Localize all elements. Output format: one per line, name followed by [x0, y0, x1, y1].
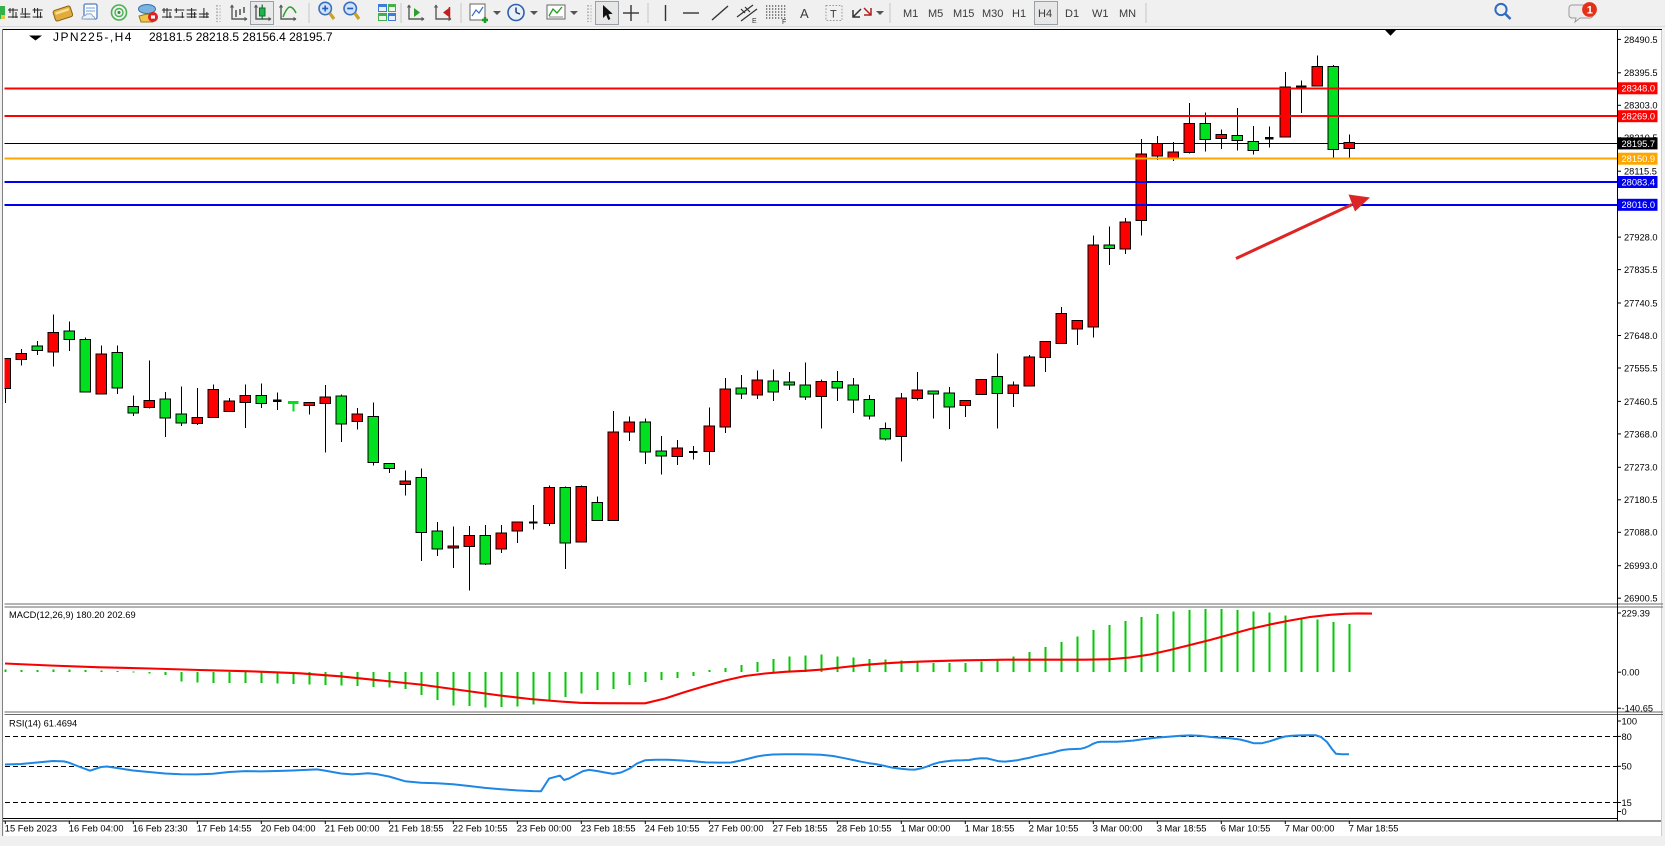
svg-text:27088.0: 27088.0 — [1624, 528, 1658, 538]
svg-text:27648.0: 27648.0 — [1624, 331, 1658, 341]
svg-text:28115.5: 28115.5 — [1624, 167, 1657, 177]
svg-text:0.00: 0.00 — [1622, 668, 1640, 678]
svg-text:H4: H4 — [1038, 8, 1052, 20]
svg-text:E: E — [752, 18, 757, 25]
svg-text:26993.0: 26993.0 — [1624, 561, 1658, 571]
svg-text:23 Feb 18:55: 23 Feb 18:55 — [581, 824, 636, 834]
svg-text:28150.9: 28150.9 — [1622, 154, 1656, 164]
svg-text:27 Feb 00:00: 27 Feb 00:00 — [709, 824, 764, 834]
svg-text:3 Mar 00:00: 3 Mar 00:00 — [1093, 824, 1143, 834]
svg-text:28490.5: 28490.5 — [1624, 35, 1658, 45]
svg-text:28269.0: 28269.0 — [1622, 112, 1656, 122]
svg-text:-140.65: -140.65 — [1622, 704, 1654, 714]
svg-text:6 Mar 10:55: 6 Mar 10:55 — [1221, 824, 1271, 834]
svg-text:F: F — [782, 19, 786, 26]
svg-text:17 Feb 14:55: 17 Feb 14:55 — [197, 824, 252, 834]
svg-text:T: T — [830, 9, 837, 21]
svg-text:27928.0: 27928.0 — [1624, 233, 1658, 243]
svg-text:23 Feb 00:00: 23 Feb 00:00 — [517, 824, 572, 834]
svg-text:M30: M30 — [982, 8, 1003, 20]
svg-text:3 Mar 18:55: 3 Mar 18:55 — [1157, 824, 1207, 834]
svg-text:M1: M1 — [903, 8, 918, 20]
svg-text:15 Feb 2023: 15 Feb 2023 — [5, 824, 57, 834]
svg-text:D1: D1 — [1065, 8, 1079, 20]
svg-text:MN: MN — [1119, 8, 1136, 20]
svg-text:1 Mar 18:55: 1 Mar 18:55 — [965, 824, 1015, 834]
svg-text:26900.5: 26900.5 — [1624, 594, 1658, 604]
svg-text:7 Mar 00:00: 7 Mar 00:00 — [1285, 824, 1335, 834]
svg-text:28083.4: 28083.4 — [1622, 177, 1656, 187]
svg-text:28181.5 28218.5 28156.4 28195.: 28181.5 28218.5 28156.4 28195.7 — [149, 30, 333, 44]
svg-text:27555.5: 27555.5 — [1624, 363, 1658, 373]
svg-text:JPN225-,H4: JPN225-,H4 — [53, 30, 133, 44]
svg-text:20 Feb 04:00: 20 Feb 04:00 — [261, 824, 316, 834]
svg-text:1: 1 — [1587, 5, 1593, 17]
svg-text:28348.0: 28348.0 — [1622, 84, 1656, 94]
svg-text:27740.5: 27740.5 — [1624, 298, 1658, 308]
svg-text:16 Feb 04:00: 16 Feb 04:00 — [69, 824, 124, 834]
svg-text:MACD(12,26,9) 180.20 202.69: MACD(12,26,9) 180.20 202.69 — [9, 610, 136, 620]
svg-text:27273.0: 27273.0 — [1624, 463, 1658, 473]
svg-text:16 Feb 23:30: 16 Feb 23:30 — [133, 824, 188, 834]
svg-text:27 Feb 18:55: 27 Feb 18:55 — [773, 824, 828, 834]
svg-text:A: A — [800, 6, 809, 21]
svg-text:21 Feb 00:00: 21 Feb 00:00 — [325, 824, 380, 834]
svg-text:27460.5: 27460.5 — [1624, 397, 1658, 407]
svg-text:1 Mar 00:00: 1 Mar 00:00 — [901, 824, 951, 834]
svg-text:28303.0: 28303.0 — [1624, 101, 1658, 111]
svg-text:50: 50 — [1622, 762, 1632, 772]
svg-text:21 Feb 18:55: 21 Feb 18:55 — [389, 824, 444, 834]
svg-text:15: 15 — [1622, 798, 1632, 808]
svg-text:W1: W1 — [1092, 8, 1109, 20]
svg-text:24 Feb 10:55: 24 Feb 10:55 — [645, 824, 700, 834]
svg-text:7 Mar 18:55: 7 Mar 18:55 — [1349, 824, 1399, 834]
svg-text:100: 100 — [1622, 716, 1638, 726]
svg-text:27368.0: 27368.0 — [1624, 429, 1658, 439]
svg-text:80: 80 — [1622, 732, 1632, 742]
svg-text:0: 0 — [1622, 807, 1627, 817]
svg-text:2 Mar 10:55: 2 Mar 10:55 — [1029, 824, 1079, 834]
svg-text:229.39: 229.39 — [1622, 608, 1650, 618]
svg-text:28016.0: 28016.0 — [1622, 200, 1656, 210]
svg-text:M15: M15 — [953, 8, 974, 20]
svg-text:M5: M5 — [928, 8, 943, 20]
svg-text:28395.5: 28395.5 — [1624, 68, 1658, 78]
svg-text:28195.7: 28195.7 — [1622, 139, 1656, 149]
svg-text:27180.5: 27180.5 — [1624, 495, 1658, 505]
svg-text:RSI(14) 61.4694: RSI(14) 61.4694 — [9, 719, 77, 729]
svg-text:28 Feb 10:55: 28 Feb 10:55 — [837, 824, 892, 834]
svg-text:27835.5: 27835.5 — [1624, 265, 1658, 275]
svg-text:22 Feb 10:55: 22 Feb 10:55 — [453, 824, 508, 834]
svg-text:H1: H1 — [1012, 8, 1026, 20]
